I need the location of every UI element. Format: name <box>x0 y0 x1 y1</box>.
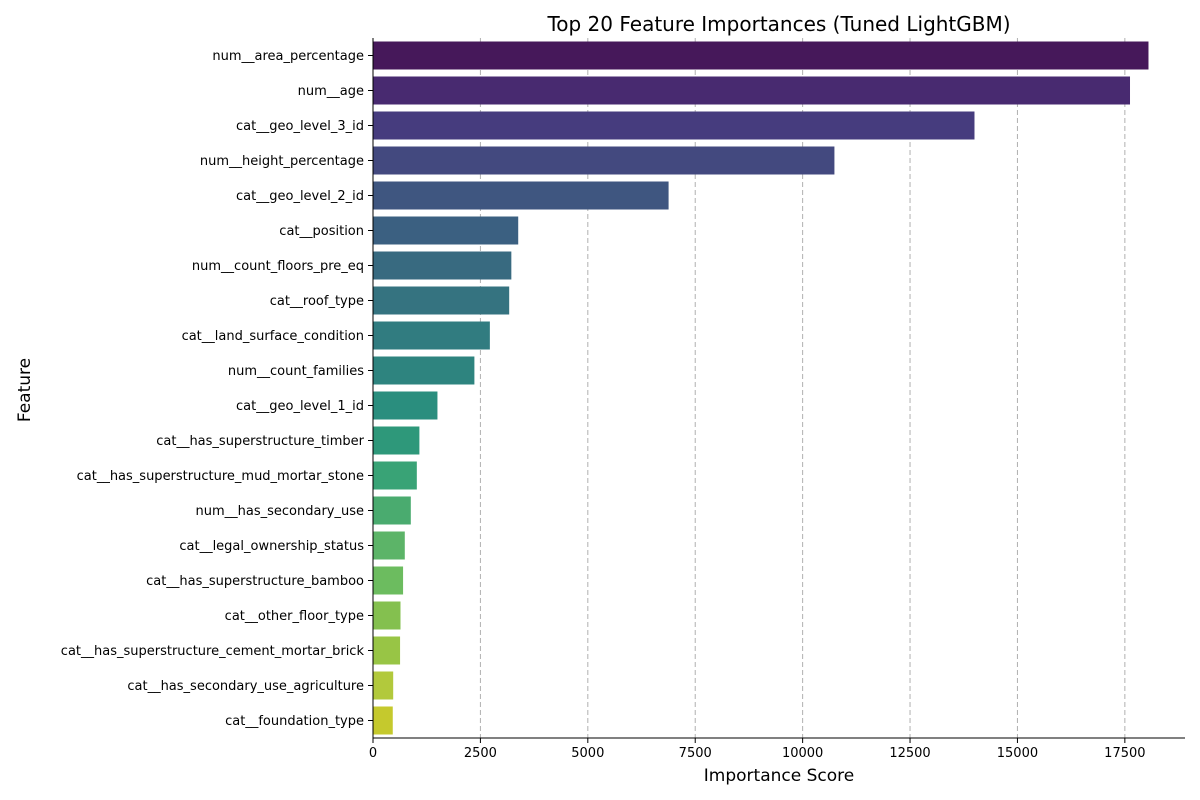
y-tick-label: cat__geo_level_3_id <box>236 119 364 134</box>
bar <box>373 146 835 175</box>
y-tick-label: cat__roof_type <box>270 294 364 309</box>
bar <box>373 426 420 455</box>
bar <box>373 41 1149 70</box>
x-tick-label: 17500 <box>1104 746 1145 761</box>
bar <box>373 566 404 595</box>
x-tick-label: 10000 <box>782 746 823 761</box>
bar <box>373 111 975 140</box>
y-tick-label: cat__geo_level_1_id <box>236 399 364 414</box>
bar <box>373 461 417 490</box>
x-tick-label: 0 <box>369 746 377 761</box>
y-tick-label: cat__legal_ownership_status <box>179 539 364 554</box>
bar <box>373 321 490 350</box>
y-tick-label: cat__has_secondary_use_agriculture <box>127 679 364 694</box>
x-tick-label: 15000 <box>997 746 1038 761</box>
y-tick-label: cat__has_superstructure_bamboo <box>146 574 364 589</box>
y-tick-label: num__count_floors_pre_eq <box>192 259 364 274</box>
grid-lines <box>479 38 1126 738</box>
y-axis-title: Feature <box>15 358 35 422</box>
bar <box>373 671 394 700</box>
bar <box>373 76 1131 105</box>
bar <box>373 496 411 525</box>
bar <box>373 286 510 315</box>
x-tick-label: 2500 <box>464 746 497 761</box>
y-tick-label: cat__other_floor_type <box>225 609 364 624</box>
bars <box>373 41 1149 735</box>
x-tick-label: 12500 <box>889 746 930 761</box>
chart-title: Top 20 Feature Importances (Tuned LightG… <box>546 12 1010 36</box>
bar <box>373 636 401 665</box>
y-tick-label: num__height_percentage <box>200 154 364 169</box>
y-axis-ticks: num__area_percentage num__age cat__geo_lev… <box>61 49 373 729</box>
y-tick-label: num__age <box>298 84 364 99</box>
y-tick-label: cat__has_superstructure_timber <box>156 434 364 449</box>
y-tick-label: cat__foundation_type <box>225 714 364 729</box>
bar <box>373 531 405 560</box>
bar <box>373 601 401 630</box>
y-tick-label: num__has_secondary_use <box>196 504 365 519</box>
x-tick-label: 5000 <box>571 746 604 761</box>
y-tick-label: num__area_percentage <box>212 49 364 64</box>
y-tick-label: num__count_families <box>228 364 364 379</box>
y-tick-label: cat__has_superstructure_cement_mortar_br… <box>61 644 365 659</box>
bar <box>373 216 519 245</box>
bar <box>373 356 475 385</box>
x-axis-ticks: 0 2500 5000 7500 10000 12500 15000 17500 <box>369 738 1146 761</box>
bar <box>373 706 393 735</box>
y-tick-label: cat__has_superstructure_mud_mortar_stone <box>77 469 364 484</box>
y-tick-label: cat__land_surface_condition <box>182 329 364 344</box>
bar <box>373 391 438 420</box>
x-axis-title: Importance Score <box>704 766 854 786</box>
bar <box>373 251 512 280</box>
x-tick-label: 7500 <box>679 746 712 761</box>
axes <box>372 38 1185 739</box>
bar <box>373 181 669 210</box>
y-tick-label: cat__position <box>279 224 364 239</box>
y-tick-label: cat__geo_level_2_id <box>236 189 364 204</box>
